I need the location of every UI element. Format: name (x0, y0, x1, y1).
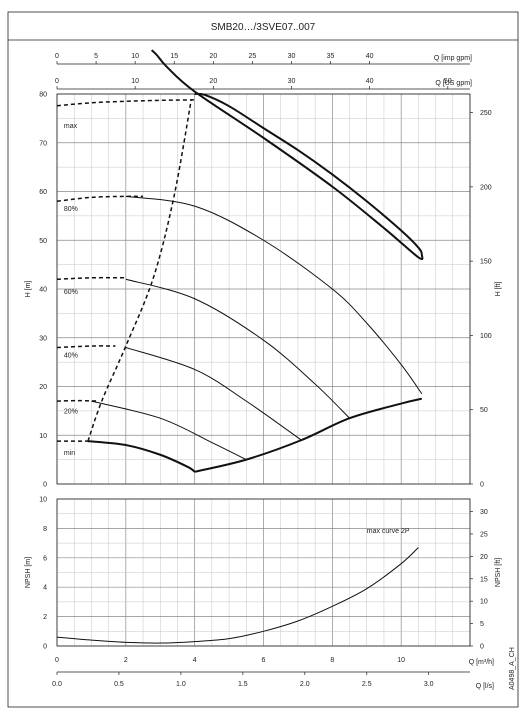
series-line (56, 345, 116, 349)
y-tick-label: 80 (39, 92, 47, 99)
curve-annotation: min (64, 450, 75, 457)
y-tick-label: 40 (39, 287, 47, 294)
y-tick-label: 50 (39, 238, 47, 245)
y-right-tick-label: 20 (480, 554, 488, 561)
plot-frame (56, 93, 471, 485)
y-axis-label: NPSH [m] (25, 557, 32, 588)
y-tick-label: 0 (43, 482, 47, 489)
bottom-axis-tick-label: 6 (262, 657, 266, 664)
top-axis-tick-label: 30 (288, 53, 296, 60)
series-line (56, 99, 195, 107)
chart-title: SMB20…/3SVE07..007 (211, 22, 316, 33)
series-line (56, 195, 144, 202)
top-axis-tick-label: 50 (444, 78, 452, 85)
series-line (87, 99, 192, 442)
y-right-tick-label: 0 (480, 482, 484, 489)
outer-frame (7, 11, 519, 708)
bottom-axis-tick-label: 4 (193, 657, 197, 664)
y-right-tick-label: 0 (480, 644, 484, 651)
y-tick-label: 0 (43, 644, 47, 651)
top-axis-tick-label: 25 (249, 53, 257, 60)
bottom-axis-label: Q [l/s] (476, 683, 494, 690)
bottom-axis-tick-label: 10 (397, 657, 405, 664)
curve-annotation: 20% (64, 408, 78, 415)
curve-annotation: 60% (64, 289, 78, 296)
bottom-axis-tick-label: 2.5 (362, 681, 372, 688)
y-tick-label: 30 (39, 335, 47, 342)
bottom-axis-tick-label: 0.0 (52, 681, 62, 688)
bottom-axis-tick-label: 2.0 (300, 681, 310, 688)
series-line-80- (125, 195, 423, 395)
y-tick-label: 10 (39, 497, 47, 504)
y-tick-label: 60 (39, 189, 47, 196)
drawing-code: A0498_A_CH (509, 647, 516, 690)
y-right-tick-label: 150 (480, 259, 492, 266)
top-axis-tick-label: 0 (55, 78, 59, 85)
curve-annotation: 80% (64, 206, 78, 213)
top-axis-label: Q [US gpm] (435, 80, 472, 87)
y-tick-label: 4 (43, 585, 47, 592)
curve-annotation: 40% (64, 352, 78, 359)
top-axis-tick-label: 35 (327, 53, 335, 60)
y-tick-label: 2 (43, 614, 47, 621)
y-tick-label: 70 (39, 140, 47, 147)
y-right-axis-label: H [ft] (495, 282, 502, 297)
bottom-axis-tick-label: 0.5 (114, 681, 124, 688)
curve-annotation: max curve 2P (367, 528, 410, 535)
curve-annotation: max (64, 123, 78, 130)
series-line-20- (91, 400, 247, 461)
y-right-tick-label: 15 (480, 576, 488, 583)
series-line (194, 397, 423, 473)
top-axis-tick-label: 10 (131, 53, 139, 60)
y-right-tick-label: 50 (480, 407, 488, 414)
y-right-tick-label: 200 (480, 184, 492, 191)
y-tick-label: 6 (43, 555, 47, 562)
top-axis-tick-label: 40 (366, 78, 374, 85)
series-line (56, 276, 126, 280)
y-right-tick-label: 100 (480, 333, 492, 340)
y-axis-label: H [m] (25, 281, 32, 298)
series-line-min (87, 440, 196, 473)
series-line-60- (125, 278, 350, 419)
series-line-40- (125, 347, 302, 441)
bottom-axis-tick-label: 1.0 (176, 681, 186, 688)
y-tick-label: 8 (43, 526, 47, 533)
y-right-tick-label: 10 (480, 599, 488, 606)
top-axis-label: Q [imp gpm] (434, 55, 472, 62)
y-right-axis-label: NPSH [ft] (495, 558, 502, 587)
top-axis-tick-label: 10 (131, 78, 139, 85)
y-right-tick-label: 250 (480, 110, 492, 117)
y-right-tick-label: 5 (480, 621, 484, 628)
y-tick-label: 20 (39, 384, 47, 391)
bottom-axis-tick-label: 2 (124, 657, 128, 664)
bottom-axis-label: Q [m³/h] (469, 659, 494, 666)
top-axis-tick-label: 5 (94, 53, 98, 60)
top-axis-tick-label: 15 (170, 53, 178, 60)
plot-frame (56, 498, 471, 647)
bottom-axis-tick-label: 0 (55, 657, 59, 664)
bottom-axis-tick-label: 8 (330, 657, 334, 664)
series-line-max (150, 49, 424, 261)
y-right-tick-label: 30 (480, 509, 488, 516)
series-line-max-curve-2p (56, 547, 419, 644)
top-axis-tick-label: 20 (209, 78, 217, 85)
bottom-axis-tick-label: 3.0 (424, 681, 434, 688)
y-right-tick-label: 25 (480, 531, 488, 538)
top-axis-tick-label: 40 (366, 53, 374, 60)
bottom-axis-tick-label: 1.5 (238, 681, 248, 688)
y-tick-label: 10 (39, 433, 47, 440)
top-axis-tick-label: 0 (55, 53, 59, 60)
top-axis-tick-label: 30 (288, 78, 296, 85)
top-axis-tick-label: 20 (209, 53, 217, 60)
